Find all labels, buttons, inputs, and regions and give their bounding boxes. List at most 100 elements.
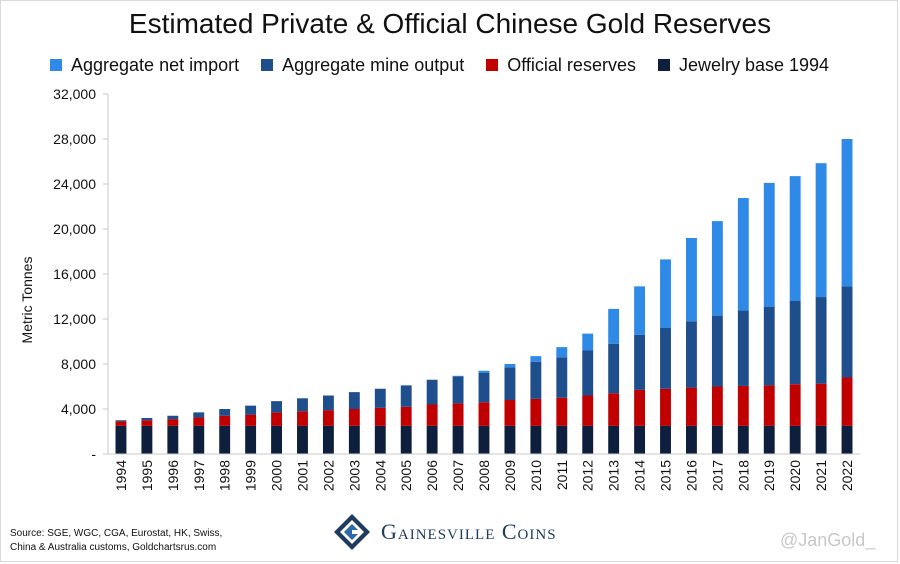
bar-segment-1997-series-1 xyxy=(193,417,205,426)
chart-title: Estimated Private & Official Chinese Gol… xyxy=(128,8,772,39)
bar-segment-2017-series-0 xyxy=(711,425,723,455)
bar-segment-2018-series-3 xyxy=(737,198,749,311)
bar-segment-2022-series-2 xyxy=(841,286,853,378)
bar-segment-2021-series-0 xyxy=(815,425,827,455)
bar-segment-2015-series-2 xyxy=(660,328,671,389)
bar-segment-2012-series-2 xyxy=(582,350,594,396)
bar-segment-2016-series-0 xyxy=(686,425,697,455)
author-handle: @JanGold_ xyxy=(780,530,876,550)
source-note: Source: SGE, WGC, CGA, Eurostat, HK, Swi… xyxy=(10,527,222,555)
bar-segment-1998-series-1 xyxy=(219,415,231,426)
bar-segment-2002-series-0 xyxy=(322,425,334,455)
bar-segment-2006-series-2 xyxy=(426,379,438,405)
bar-segment-2015-series-0 xyxy=(660,425,671,455)
bar-segment-2017-series-2 xyxy=(711,315,723,387)
bar-segment-2008-series-1 xyxy=(478,402,490,426)
bar-segment-1994-series-2 xyxy=(115,420,127,422)
x-tick-label-2019: 2019 xyxy=(761,460,777,491)
bar-segment-1999-series-0 xyxy=(245,425,257,455)
x-tick-label-2004: 2004 xyxy=(372,460,388,491)
bar-segment-1995-series-0 xyxy=(141,425,153,455)
bar-segment-2001-series-1 xyxy=(297,411,308,426)
bar-segment-2009-series-1 xyxy=(504,400,516,426)
x-tick-label-2015: 2015 xyxy=(658,460,674,491)
bar-segment-2002-series-2 xyxy=(322,395,334,411)
x-tick-label-2006: 2006 xyxy=(424,460,440,491)
bar-segment-2021-series-2 xyxy=(815,297,827,384)
bar-segment-1999-series-2 xyxy=(245,405,257,415)
legend-swatch-net-import xyxy=(50,59,62,71)
x-tick-label-2012: 2012 xyxy=(580,460,596,491)
bar-segment-2009-series-0 xyxy=(504,425,516,455)
y-tick-label-0: - xyxy=(91,446,96,462)
bar-segment-2012-series-1 xyxy=(582,395,594,426)
bar-segment-1997-series-2 xyxy=(193,412,205,418)
bar-segment-2001-series-2 xyxy=(297,398,308,412)
x-tick-label-2013: 2013 xyxy=(606,460,622,491)
y-tick-label-12000: 12,000 xyxy=(53,311,96,327)
bar-segment-1997-series-0 xyxy=(193,425,205,455)
bar-segment-2010-series-2 xyxy=(530,361,542,399)
bar-segment-2019-series-2 xyxy=(763,306,775,386)
bar-segment-2008-series-2 xyxy=(478,373,490,403)
bar-segment-2014-series-0 xyxy=(634,425,646,455)
bar-segment-1995-series-1 xyxy=(141,420,153,426)
x-tick-label-1998: 1998 xyxy=(217,460,233,491)
legend-label-mine-output: Aggregate mine output xyxy=(282,54,465,75)
x-tick-label-2016: 2016 xyxy=(683,460,699,491)
bar-segment-1998-series-0 xyxy=(219,425,231,455)
bar-segment-2009-series-2 xyxy=(504,367,516,401)
gainesville-coins-logo: Gainesville Coins xyxy=(333,512,557,552)
y-tick-label-16000: 16,000 xyxy=(53,266,96,282)
y-tick-label-32000: 32,000 xyxy=(53,86,96,102)
bar-segment-2021-series-1 xyxy=(815,383,827,426)
x-tick-label-1996: 1996 xyxy=(165,460,181,491)
x-tick-label-2002: 2002 xyxy=(320,460,336,491)
bar-segment-2009-series-3 xyxy=(504,364,516,368)
bar-segment-2001-series-0 xyxy=(297,425,308,455)
bar-segment-2010-series-0 xyxy=(530,425,542,455)
bar-segment-2004-series-2 xyxy=(374,388,386,408)
bar-segment-2004-series-1 xyxy=(374,407,386,426)
bar-segment-2010-series-1 xyxy=(530,398,542,426)
x-tick-label-2009: 2009 xyxy=(502,460,518,491)
bar-segment-2012-series-3 xyxy=(582,333,594,351)
bar-segment-2007-series-2 xyxy=(452,376,464,404)
source-line-1: Source: SGE, WGC, CGA, Eurostat, HK, Swi… xyxy=(10,528,223,539)
x-tick-label-2010: 2010 xyxy=(528,460,544,491)
bar-segment-1999-series-1 xyxy=(245,414,257,426)
bar-segment-2014-series-3 xyxy=(634,286,646,335)
bar-segment-2014-series-2 xyxy=(634,334,646,390)
bar-segment-1996-series-1 xyxy=(167,419,179,426)
source-line-2: China & Australia customs, Goldchartsrus… xyxy=(10,542,217,553)
legend-swatch-official-reserves xyxy=(486,59,499,71)
x-tick-label-2022: 2022 xyxy=(839,460,855,491)
bar-segment-2016-series-1 xyxy=(686,387,697,426)
x-tick-label-2001: 2001 xyxy=(294,460,310,491)
x-tick-label-2018: 2018 xyxy=(735,460,751,491)
x-tick-label-2008: 2008 xyxy=(476,460,492,491)
bar-segment-1994-series-1 xyxy=(115,421,127,426)
legend-label-jewelry-base: Jewelry base 1994 xyxy=(678,54,830,75)
bar-segment-2019-series-0 xyxy=(763,425,775,455)
logo-mark-icon xyxy=(334,514,370,550)
bar-segment-2018-series-1 xyxy=(737,385,749,426)
legend-swatch-mine-output xyxy=(261,59,274,71)
chart-legend: Aggregate net import Aggregate mine outp… xyxy=(50,53,870,77)
bar-segment-2013-series-2 xyxy=(608,343,620,394)
bar-segment-2005-series-2 xyxy=(400,385,412,407)
bar-segment-2016-series-2 xyxy=(686,321,697,388)
bar-segment-2015-series-3 xyxy=(660,259,671,329)
bar-segment-2020-series-0 xyxy=(789,425,801,455)
bar-segment-2011-series-2 xyxy=(556,357,568,398)
legend-label-official-reserves: Official reserves xyxy=(507,54,636,75)
bar-segment-2003-series-1 xyxy=(348,409,360,426)
y-tick-label-4000: 4,000 xyxy=(61,401,96,417)
bar-segment-2017-series-3 xyxy=(711,221,723,316)
bar-segment-1996-series-2 xyxy=(167,415,179,420)
bar-segment-2022-series-3 xyxy=(841,139,853,287)
x-tick-label-2014: 2014 xyxy=(632,460,648,491)
bar-segment-2008-series-3 xyxy=(478,370,490,373)
